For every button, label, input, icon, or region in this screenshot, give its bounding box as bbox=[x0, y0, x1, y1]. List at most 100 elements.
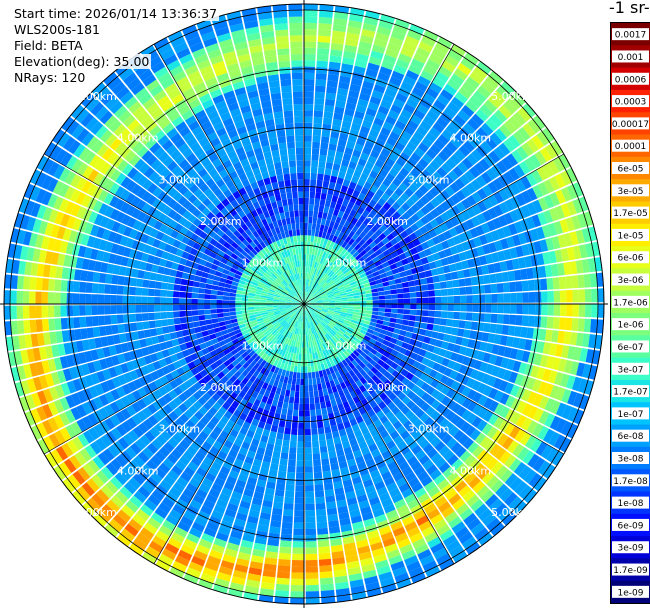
ray-bin bbox=[161, 349, 170, 358]
ray-bin bbox=[194, 410, 204, 421]
ray-bin bbox=[213, 233, 221, 242]
ray-bin bbox=[339, 204, 347, 213]
ray-bin bbox=[476, 485, 490, 498]
ray-bin bbox=[229, 300, 236, 304]
ray-bin bbox=[306, 285, 308, 292]
ray-bin bbox=[307, 260, 311, 267]
ray-bin bbox=[447, 101, 461, 114]
ray-bin bbox=[339, 290, 347, 295]
ray-bin bbox=[304, 304, 309, 309]
ray-bin bbox=[163, 267, 171, 276]
ray-bin bbox=[408, 64, 422, 75]
ray-bin bbox=[178, 216, 188, 226]
ray-bin bbox=[191, 555, 206, 567]
ray-bin bbox=[136, 509, 150, 522]
ray-bin bbox=[168, 187, 178, 198]
ray-bin bbox=[369, 170, 379, 180]
ray-bin bbox=[85, 282, 93, 293]
ray-bin bbox=[77, 390, 87, 404]
ray-bin bbox=[20, 214, 30, 230]
ray-bin bbox=[528, 473, 542, 488]
ray-bin bbox=[523, 230, 533, 243]
ray-bin bbox=[242, 461, 252, 471]
ray-bin bbox=[521, 204, 531, 218]
ray-bin bbox=[445, 410, 456, 422]
ray-bin bbox=[321, 251, 327, 259]
ray-bin bbox=[358, 500, 370, 509]
ray-bin bbox=[257, 524, 269, 533]
ray-bin bbox=[187, 430, 198, 440]
ray-bin bbox=[390, 289, 398, 295]
ray-bin bbox=[228, 245, 236, 253]
ray-bin bbox=[23, 183, 35, 199]
ray-bin bbox=[435, 382, 445, 392]
ray-bin bbox=[268, 335, 275, 342]
ray-bin bbox=[266, 298, 274, 301]
ray-bin bbox=[122, 247, 132, 258]
ray-bin bbox=[328, 67, 340, 76]
ray-bin bbox=[329, 366, 335, 374]
ray-bin bbox=[359, 341, 367, 348]
ray-bin bbox=[149, 328, 158, 337]
ray-bin bbox=[72, 470, 86, 485]
ray-bin bbox=[492, 217, 502, 229]
ray-bin bbox=[226, 542, 240, 552]
ray-bin bbox=[294, 314, 299, 321]
ray-bin bbox=[462, 437, 474, 450]
ray-bin bbox=[181, 349, 190, 358]
ray-bin bbox=[323, 259, 329, 266]
ray-bin bbox=[236, 286, 244, 291]
ray-bin bbox=[375, 370, 383, 379]
ray-bin bbox=[410, 193, 420, 203]
ray-bin bbox=[42, 158, 55, 174]
ray-bin bbox=[446, 471, 459, 483]
ray-bin bbox=[457, 328, 465, 337]
ray-bin bbox=[209, 349, 218, 358]
ray-bin bbox=[228, 449, 238, 459]
ray-bin bbox=[283, 363, 288, 371]
ray-bin bbox=[292, 320, 297, 327]
ray-bin bbox=[352, 521, 364, 530]
ray-bin bbox=[276, 571, 290, 579]
ray-bin bbox=[258, 518, 270, 527]
ray-bin bbox=[499, 124, 512, 138]
ray-bin bbox=[347, 201, 355, 209]
ray-bin bbox=[382, 435, 393, 445]
ray-bin bbox=[401, 258, 409, 266]
ray-bin bbox=[218, 566, 233, 576]
ray-bin bbox=[338, 461, 348, 469]
ray-bin bbox=[588, 334, 597, 349]
ray-bin bbox=[249, 367, 257, 375]
ray-bin bbox=[10, 305, 17, 320]
ray-bin bbox=[360, 86, 373, 96]
ray-bin bbox=[198, 245, 207, 253]
ray-bin bbox=[365, 458, 376, 467]
ray-bin bbox=[123, 372, 133, 383]
ray-bin bbox=[313, 210, 319, 218]
ray-bin bbox=[450, 380, 460, 391]
ray-bin bbox=[388, 152, 399, 162]
ray-bin bbox=[357, 318, 365, 323]
ray-bin bbox=[197, 264, 205, 272]
ray-bin bbox=[249, 470, 259, 480]
ray-bin bbox=[521, 244, 530, 256]
ray-bin bbox=[151, 489, 165, 502]
ray-bin bbox=[440, 89, 454, 101]
ray-bin bbox=[308, 296, 315, 301]
ray-bin bbox=[438, 501, 451, 513]
ray-bin bbox=[260, 266, 267, 273]
ray-bin bbox=[384, 88, 397, 98]
ray-bin bbox=[247, 476, 258, 486]
ray-bin bbox=[304, 185, 310, 192]
ray-bin bbox=[334, 308, 341, 312]
ray-bin bbox=[343, 542, 356, 551]
ray-bin bbox=[360, 125, 371, 135]
ray-bin bbox=[316, 331, 321, 339]
ray-bin bbox=[336, 448, 345, 457]
ray-bin bbox=[188, 561, 204, 573]
ray-bin bbox=[418, 438, 430, 449]
ray-bin bbox=[402, 177, 412, 188]
ray-bin bbox=[409, 23, 425, 35]
ray-bin bbox=[216, 388, 225, 397]
ray-bin bbox=[397, 382, 406, 392]
